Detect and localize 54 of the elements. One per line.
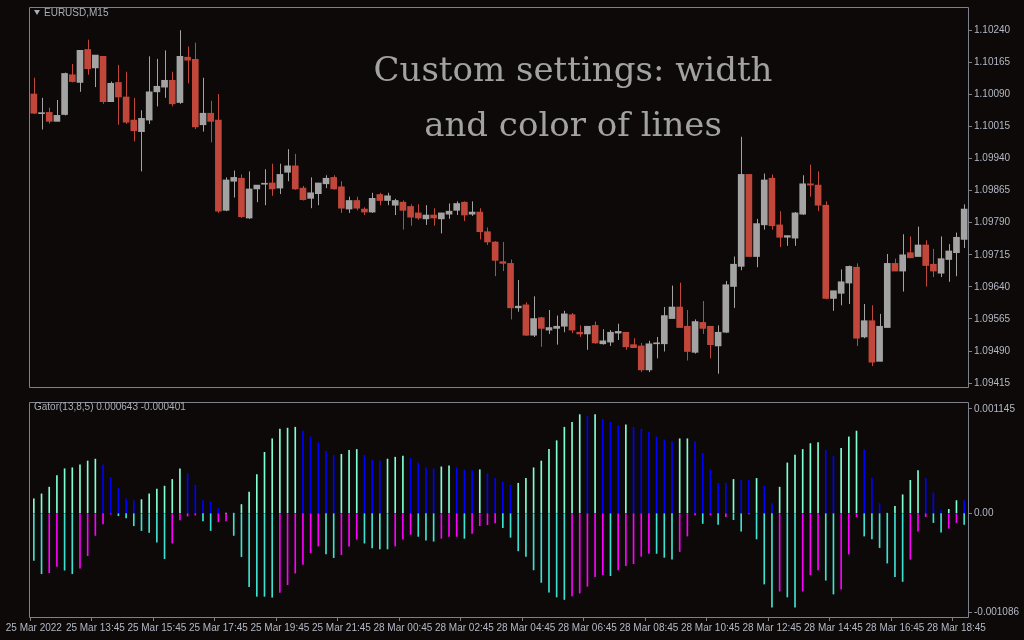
candlestick bbox=[53, 99, 61, 122]
candlestick bbox=[907, 235, 914, 259]
candlestick bbox=[107, 81, 115, 103]
x-tick-label: 28 Mar 06:45 bbox=[557, 621, 618, 633]
annotation: Gator(13,8,5) 0.000643 -0.000401 bbox=[34, 401, 186, 413]
x-tick-label: 28 Mar 08:45 bbox=[619, 621, 679, 633]
candlestick bbox=[568, 312, 576, 334]
text: Custom settings: width and color of lines bbox=[372, 48, 774, 146]
candlestick bbox=[115, 64, 122, 126]
candlestick bbox=[84, 39, 91, 76]
x-tick-label: 25 Mar 17:45 bbox=[188, 621, 249, 633]
candlestick bbox=[899, 233, 906, 293]
y-tick-label: 1.09715 bbox=[974, 248, 1011, 260]
candlestick bbox=[268, 163, 276, 197]
x-tick-label: 28 Mar 02:45 bbox=[434, 621, 495, 633]
x-tick-label: 28 Mar 10:45 bbox=[680, 621, 741, 633]
y-tick-label: 1.10165 bbox=[974, 56, 1011, 68]
x-tick-label: 25 Mar 15:45 bbox=[127, 621, 187, 633]
y-tick-label: -0.001086 bbox=[974, 605, 1020, 617]
candlestick bbox=[92, 54, 99, 88]
x-tick-label: 25 Mar 2022 bbox=[5, 621, 63, 633]
y-tick-label: 0.00 bbox=[974, 506, 994, 518]
y-tick-label: 1.10240 bbox=[974, 23, 1011, 35]
y-tick-label: 1.09790 bbox=[974, 216, 1011, 228]
x-tick-label: 28 Mar 00:45 bbox=[373, 621, 433, 633]
y-tick-label: 0.001145 bbox=[974, 402, 1016, 414]
annotation: EURUSD,M15 bbox=[44, 7, 109, 19]
candlestick bbox=[261, 168, 268, 206]
x-tick-label: 28 Mar 16:45 bbox=[865, 621, 925, 633]
y-tick-label: 1.09865 bbox=[974, 184, 1011, 196]
x-tick-label: 25 Mar 13:45 bbox=[65, 621, 126, 633]
y-tick-label: 1.09640 bbox=[974, 280, 1011, 292]
y-tick-label: 1.09565 bbox=[974, 312, 1011, 324]
candlestick bbox=[30, 77, 38, 115]
candlestick bbox=[461, 200, 468, 222]
x-tick-label: 25 Mar 21:45 bbox=[311, 621, 372, 633]
y-tick-label: 1.10090 bbox=[974, 88, 1011, 100]
candlestick bbox=[38, 97, 45, 130]
candlestick bbox=[860, 303, 868, 339]
y-tick-label: 1.10015 bbox=[974, 120, 1011, 132]
candlestick bbox=[807, 164, 814, 198]
x-tick-label: 28 Mar 18:45 bbox=[927, 621, 987, 633]
y-tick-label: 1.09490 bbox=[974, 344, 1011, 356]
x-tick-label: 28 Mar 04:45 bbox=[496, 621, 556, 633]
candlestick bbox=[530, 295, 537, 338]
x-tick-label: 28 Mar 12:45 bbox=[742, 621, 802, 633]
x-tick-label: 28 Mar 14:45 bbox=[803, 621, 864, 633]
x-tick-label: 25 Mar 19:45 bbox=[250, 621, 310, 633]
candlestick bbox=[284, 148, 291, 182]
candlestick bbox=[491, 240, 499, 277]
candlestick bbox=[584, 325, 591, 351]
y-tick-label: 1.09940 bbox=[974, 152, 1011, 164]
candlestick bbox=[537, 316, 545, 348]
y-tick-label: 1.09415 bbox=[974, 376, 1011, 388]
